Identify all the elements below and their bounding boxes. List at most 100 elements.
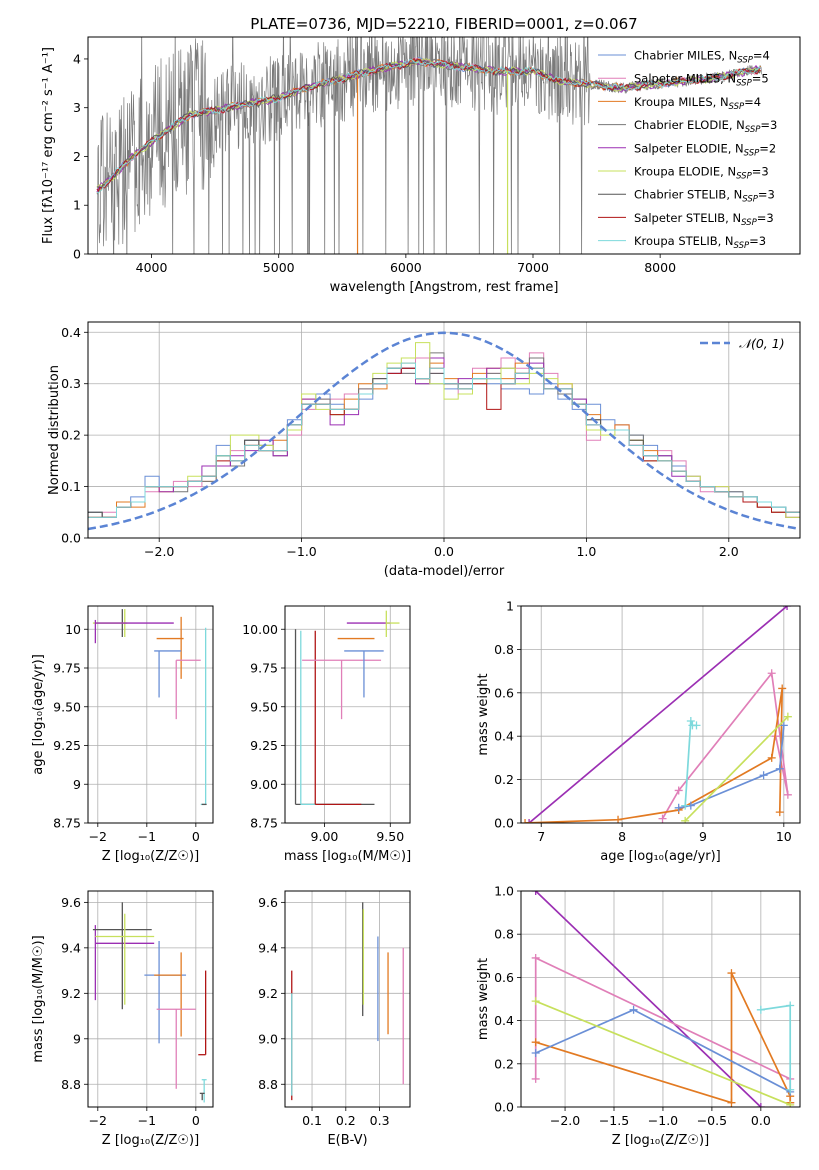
y-tick-label: 0.0: [494, 1100, 514, 1115]
y-tick-label: 0.8: [494, 927, 514, 942]
y-tick-label: 9.4: [61, 940, 81, 955]
weight-marker: [629, 1005, 638, 1014]
y-axis-label: mass [log₁₀(M/M☉)]: [31, 935, 46, 1062]
weight-line-kroupa-stelib: [684, 720, 697, 806]
panel-mass_vs_Z: −2 −1 0 8.8 9 9.2 9.4 9.6 Z [log₁₀(Z/Z☉)] mass [l…: [31, 890, 214, 1148]
x-tick-label: 8000: [644, 260, 676, 275]
plot-area-spectrum: [96, 37, 762, 254]
y-tick-label: 0.6: [494, 970, 514, 985]
y-tick-label: 9.50: [250, 699, 278, 714]
y-tick-label: 9.6: [61, 895, 81, 910]
y-tick-label: 10: [65, 622, 81, 637]
y-tick-label: 9.75: [53, 661, 81, 676]
weight-marker: [692, 721, 701, 730]
weight-marker: [531, 891, 540, 895]
weight-marker: [778, 684, 787, 693]
y-tick-label: 0.2: [61, 428, 81, 443]
y-tick-label: 0.1: [61, 479, 81, 494]
x-tick-label: 0: [192, 1113, 200, 1128]
y-tick-label: 0: [73, 247, 81, 262]
weight-marker: [775, 764, 784, 773]
weight-marker: [756, 1103, 765, 1107]
y-tick-label: 9: [73, 777, 81, 792]
weight-marker: [531, 997, 540, 1006]
panel-age_vs_Z: −2 −1 0 8.75 9 9.25 9.50 9.75 10 Z [log₁₀(Z/Z☉)] a…: [31, 605, 214, 864]
legend-entry: Chabrier MILES, NSSP=4: [634, 49, 770, 66]
panel-weight_vs_Z: −2.0 −1.5 −1.0 −0.5 0.0 0.0 0.2 0.4 0.6 0.8 1.0 Z […: [476, 884, 801, 1148]
y-tick-label: 2: [73, 149, 81, 164]
legend-text: Kroupa ELODIE, N: [634, 165, 736, 179]
y-axis-label: Flux [fλ10⁻¹⁷ erg cm⁻² s⁻¹ A⁻¹]: [41, 47, 56, 244]
weight-marker: [531, 1049, 540, 1057]
legend-suffix: =3: [752, 165, 769, 179]
y-tick-label: 1: [506, 599, 514, 614]
weight-marker: [674, 803, 683, 812]
weight-marker: [727, 969, 736, 978]
y-tick-label: 0.0: [494, 816, 514, 831]
x-axis-label: Z [log₁₀(Z/Z☉)]: [612, 1133, 709, 1148]
figure-title: PLATE=0736, MJD=52210, FIBERID=0001, z=0…: [250, 15, 637, 33]
legend-text: Salpeter ELODIE, N: [634, 141, 744, 155]
panel-age_vs_mass: 9.00 9.50 8.75 9.00 9.25 9.50 9.75 10.00 mass [l…: [242, 605, 411, 864]
plot-area-age_vs_Z: [92, 609, 207, 806]
x-axis-label: Z [log₁₀(Z/Z☉)]: [102, 849, 199, 864]
x-tick-label: −1.0: [286, 544, 316, 559]
x-tick-label: −1.5: [599, 1113, 629, 1128]
legend-suffix: =5: [752, 72, 769, 86]
weight-marker: [521, 819, 530, 823]
x-tick-label: 0: [192, 829, 200, 844]
weight-marker: [783, 712, 792, 721]
plot-area-weight_vs_age: [521, 606, 792, 823]
x-tick-label: 9.50: [376, 829, 404, 844]
x-tick-label: 7000: [517, 260, 549, 275]
y-tick-label: 9.6: [258, 895, 278, 910]
legend-text: Chabrier ELODIE, N: [634, 118, 745, 132]
spectrum-model-line: [96, 59, 761, 193]
weight-line-kroupa-elodie: [684, 716, 789, 822]
legend-sub: SSP: [742, 195, 758, 205]
y-axis-label: Normed distribution: [47, 365, 62, 495]
axes-frame: [87, 605, 214, 824]
axes-frame: [284, 890, 411, 1108]
weight-marker: [783, 790, 792, 799]
x-tick-label: −2.0: [144, 544, 174, 559]
y-tick-label: 1: [73, 198, 81, 213]
y-tick-label: 3: [73, 100, 81, 115]
x-axis-label: E(B-V): [327, 1133, 367, 1148]
plot-area-age_vs_mass: [294, 610, 400, 806]
y-tick-label: 9.0: [258, 1031, 278, 1046]
legend-entry: Kroupa ELODIE, NSSP=3: [634, 165, 769, 182]
legend-entry: Kroupa MILES, NSSP=4: [634, 95, 761, 112]
axes-frame: [87, 321, 801, 539]
y-tick-label: 4: [73, 51, 81, 66]
x-tick-label: 6000: [390, 260, 422, 275]
panel-weight_vs_age: 7 8 9 10 0.0 0.2 0.4 0.6 0.8 1 age [log₁₀(age/yr)]…: [476, 599, 801, 864]
legend-sub: SSP: [744, 148, 760, 158]
x-axis-label: mass [log₁₀(M/M☉)]: [284, 849, 411, 864]
y-tick-label: 0.4: [494, 729, 514, 744]
y-tick-label: 9.75: [250, 661, 278, 676]
y-tick-label: 9.25: [250, 738, 278, 753]
legend-text: Kroupa STELIB, N: [634, 234, 734, 248]
panel-mass_vs_ebv: 0.1 0.2 0.3 8.8 9.0 9.2 9.4 9.6 E(B-V): [258, 890, 411, 1148]
weight-marker: [686, 717, 695, 726]
weight-marker: [531, 1074, 540, 1083]
x-tick-label: 8: [618, 829, 626, 844]
x-tick-label: 7: [537, 829, 545, 844]
x-tick-label: −2.0: [550, 1113, 580, 1128]
weight-marker: [786, 1001, 795, 1010]
weight-line-salpeter-elodie: [528, 606, 788, 823]
y-tick-label: 9.50: [53, 699, 81, 714]
x-tick-label: −1.0: [648, 1113, 678, 1128]
legend-entry: Salpeter MILES, NSSP=5: [634, 72, 769, 89]
x-tick-label: 10: [776, 829, 792, 844]
plot-area-weight_vs_Z: [531, 891, 795, 1107]
weight-marker: [786, 1085, 795, 1094]
y-tick-label: 8.75: [250, 816, 278, 831]
weight-marker: [658, 814, 667, 823]
axes-frame: [87, 890, 214, 1108]
y-tick-label: 0.6: [494, 685, 514, 700]
weight-marker: [767, 669, 776, 678]
spectrum-data-line: [96, 37, 762, 254]
x-tick-label: 4000: [136, 260, 168, 275]
